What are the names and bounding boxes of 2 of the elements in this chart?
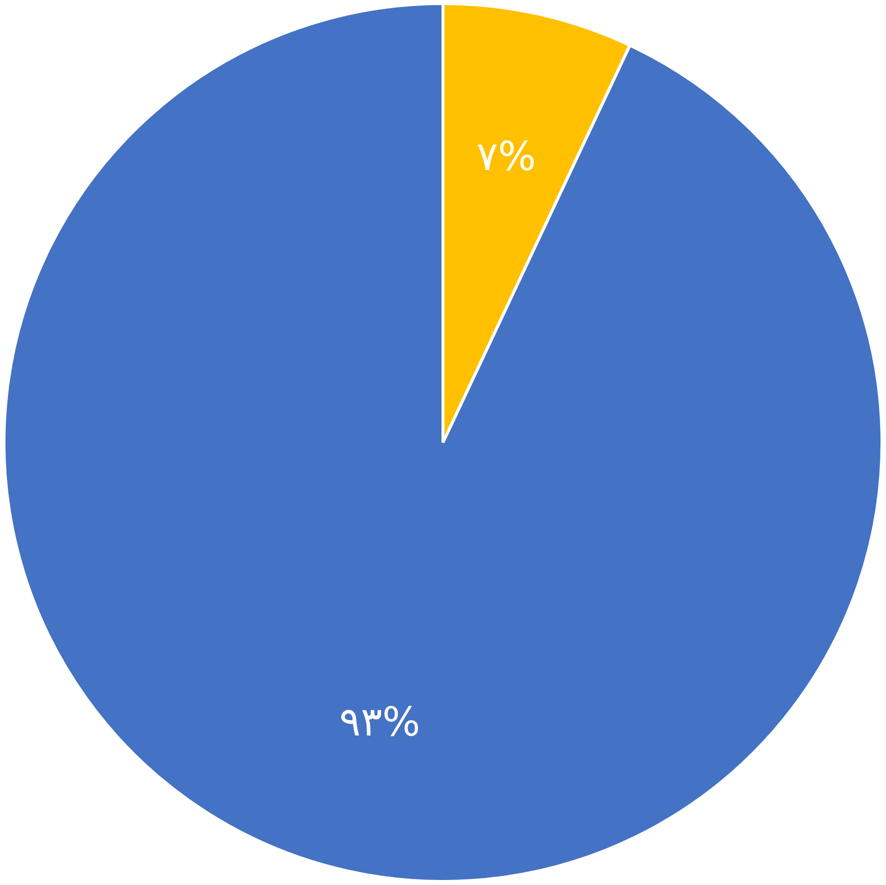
data-label: ۹۳% [339, 700, 420, 746]
data-label: ۷% [476, 134, 536, 180]
